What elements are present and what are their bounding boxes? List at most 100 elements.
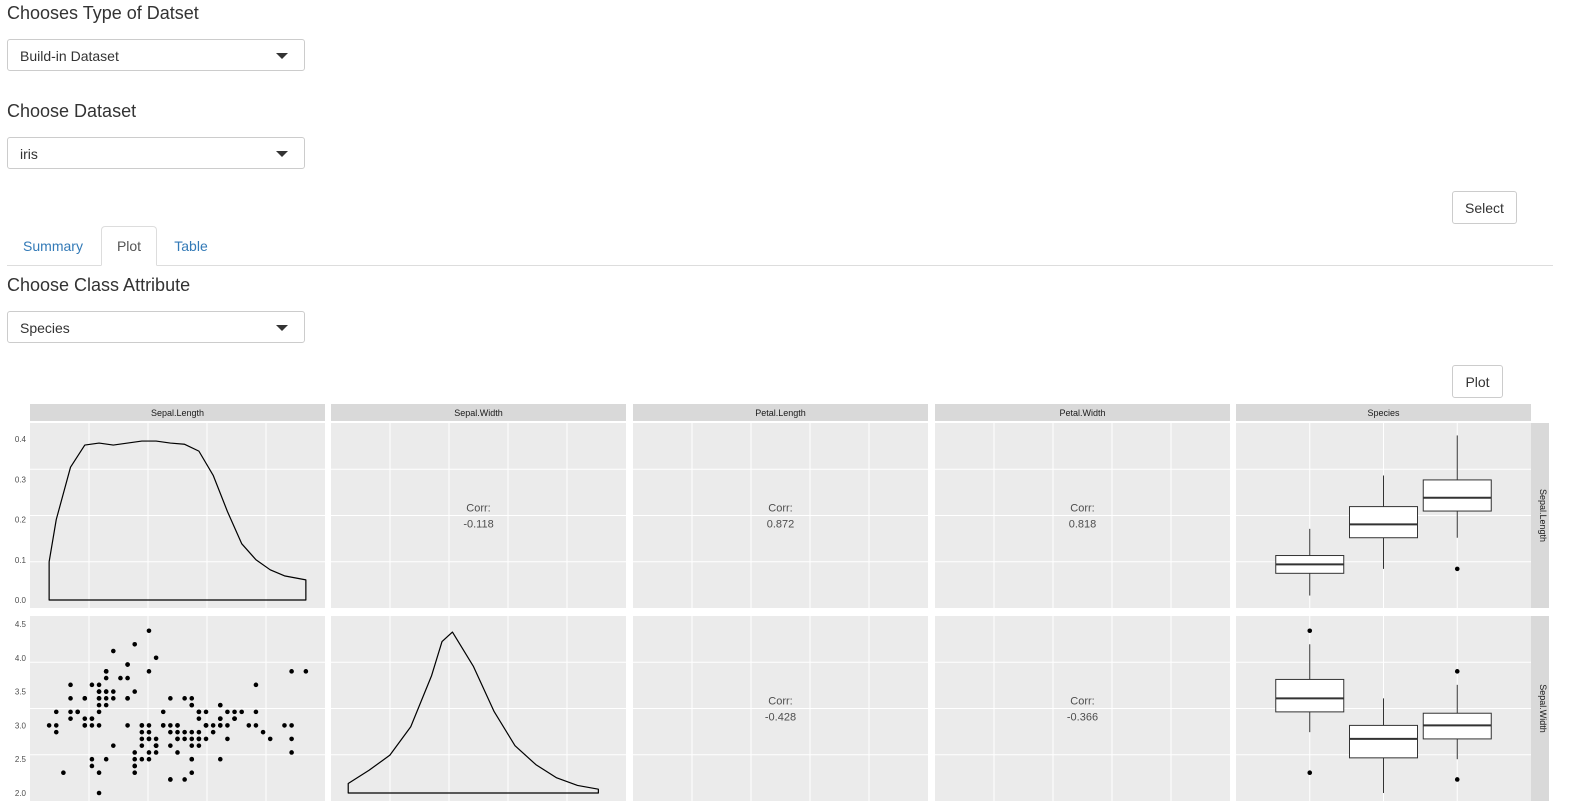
dataset-select[interactable]: iris <box>7 137 305 169</box>
row-strip-label: Sepal.Length <box>1538 489 1548 542</box>
correlation-label: Corr: <box>1070 696 1094 708</box>
scatter-point <box>289 669 294 674</box>
scatter-point <box>203 736 209 742</box>
scatter-point <box>182 696 187 701</box>
scatter-point <box>289 750 294 755</box>
scatter-point <box>168 723 173 728</box>
scatter-point <box>53 723 59 728</box>
scatter-point <box>111 689 116 694</box>
class-attribute-select[interactable]: Species <box>7 311 305 343</box>
column-strip-label: Petal.Length <box>755 408 806 418</box>
y-tick-label: 2.0 <box>15 789 27 798</box>
scatter-point <box>61 770 66 776</box>
scatter-point <box>217 702 223 708</box>
tab-summary[interactable]: Summary <box>23 238 83 254</box>
correlation-label: Corr: <box>768 696 792 708</box>
caret-down-icon <box>276 325 288 331</box>
scatter-point <box>82 696 88 701</box>
scatter-point <box>132 756 138 762</box>
y-tick-label: 0.1 <box>15 556 27 565</box>
correlation-value: -0.118 <box>463 519 493 531</box>
column-strip <box>633 404 928 421</box>
scatter-point <box>153 655 159 661</box>
scatter-point <box>175 750 180 755</box>
column-strip-label: Petal.Width <box>1059 408 1105 418</box>
scatter-point <box>260 729 266 735</box>
correlation-value: 0.818 <box>1069 519 1097 531</box>
row-strip-label: Sepal.Width <box>1538 684 1548 733</box>
scatter-point <box>132 641 138 647</box>
density-curve-sepal-length <box>48 440 307 601</box>
scatter-point <box>189 770 195 776</box>
scatter-point <box>96 709 102 715</box>
scatter-point <box>182 736 187 742</box>
scatter-point <box>132 770 138 776</box>
correlation-value: -0.366 <box>1067 712 1098 724</box>
scatter-point <box>103 696 109 701</box>
dataset-type-select[interactable]: Build-in Dataset <box>7 39 305 71</box>
column-strip <box>1236 404 1531 421</box>
scatter-point <box>217 756 223 762</box>
correlation-value: -0.428 <box>765 712 796 724</box>
column-strip <box>30 404 325 421</box>
scatter-point <box>189 743 195 748</box>
scatter-point <box>125 723 130 728</box>
scatter-point <box>89 682 95 688</box>
scatter-point <box>196 743 202 748</box>
scatter-point <box>203 709 209 715</box>
scatter-point <box>96 689 102 694</box>
y-tick-label: 0.4 <box>15 435 27 444</box>
scatter-point <box>217 716 223 721</box>
scatter-point <box>125 675 130 681</box>
scatter-point <box>303 669 309 674</box>
scatter-point <box>125 696 130 701</box>
scatter-point <box>196 709 202 715</box>
row-strip <box>1531 616 1549 801</box>
scatter-point <box>132 689 138 694</box>
scatter-point <box>89 716 95 721</box>
scatter-point <box>267 736 273 742</box>
scatter-point <box>196 716 202 721</box>
scatter-point <box>82 723 88 728</box>
scatter-point <box>75 709 80 715</box>
scatter-point <box>160 709 166 715</box>
scatter-point <box>189 736 195 742</box>
scatter-point <box>289 736 294 742</box>
scatter-point <box>153 750 159 755</box>
scatter-point <box>89 723 95 728</box>
scatter-point <box>168 777 173 782</box>
scatter-point <box>111 743 116 748</box>
scatter-point <box>146 669 152 674</box>
scatter-point <box>82 716 88 721</box>
y-tick-label: 4.0 <box>15 654 27 663</box>
scatter-point <box>96 770 102 776</box>
scatter-point <box>182 777 187 782</box>
scatter-point <box>289 723 294 728</box>
column-strip <box>935 404 1230 421</box>
plot-button[interactable]: Plot <box>1452 365 1503 398</box>
scatter-point <box>146 736 152 742</box>
scatter-point <box>103 702 109 708</box>
scatter-point <box>232 709 237 715</box>
select-button[interactable]: Select <box>1452 191 1517 224</box>
correlation-value: 0.872 <box>767 519 795 531</box>
scatter-point <box>168 696 173 701</box>
class-attribute-value: Species <box>20 320 70 336</box>
scatter-point <box>146 750 152 755</box>
scatter-point <box>139 736 145 742</box>
scatter-point <box>168 729 173 735</box>
tab-table[interactable]: Table <box>174 238 208 254</box>
scatter-point <box>253 709 259 715</box>
scatter-point <box>53 729 59 735</box>
scatter-point <box>132 763 138 769</box>
row-strip <box>1531 423 1549 608</box>
y-tick-label: 0.3 <box>15 475 27 484</box>
correlation-label: Corr: <box>1070 503 1094 515</box>
dataset-value: iris <box>20 146 38 162</box>
tab-plot[interactable]: Plot <box>101 226 157 266</box>
scatter-point <box>146 723 152 728</box>
y-tick-label: 0.0 <box>15 596 27 605</box>
scatter-point <box>189 729 195 735</box>
scatter-point <box>225 709 230 715</box>
y-tick-label: 2.5 <box>15 755 27 764</box>
